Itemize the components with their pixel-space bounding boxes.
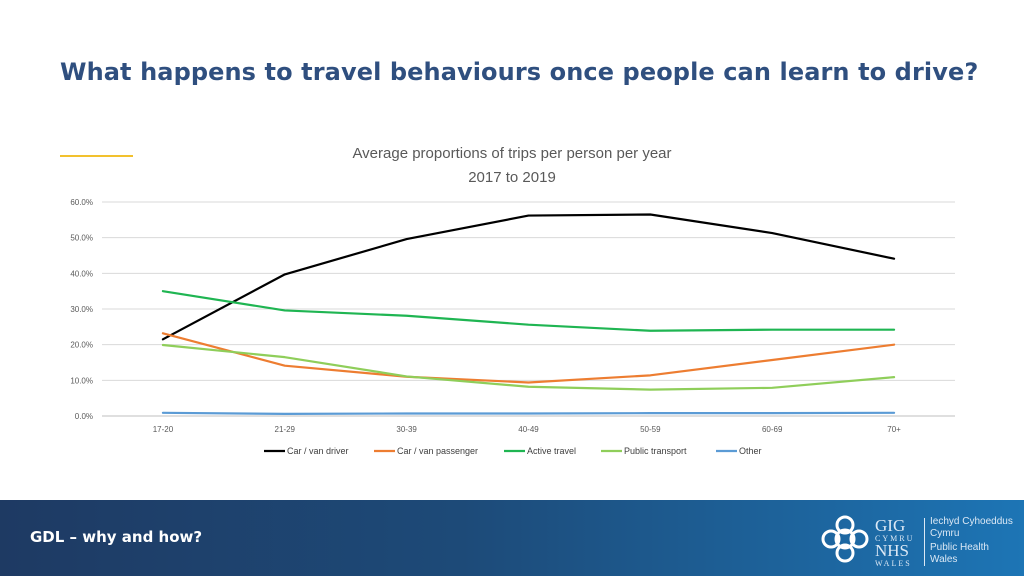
x-tick-label: 50-59 — [640, 425, 661, 434]
nhs-wales-logo: GIG CYMRU NHS WALES Iechyd Cyhoeddus Cym… — [820, 512, 1020, 568]
legend-label-car-van-driver: Car / van driver — [287, 446, 349, 456]
accent-line — [60, 155, 133, 157]
y-tick-label: 30.0% — [70, 305, 93, 314]
logo-gig: GIG — [875, 516, 906, 535]
series-line-other — [161, 411, 896, 415]
footer-text: GDL – why and how? — [30, 528, 203, 546]
x-tick-label: 30-39 — [396, 425, 417, 434]
y-tick-label: 50.0% — [70, 234, 93, 243]
chart-subtitle: 2017 to 2019 — [468, 169, 556, 186]
y-tick-label: 10.0% — [70, 376, 93, 385]
series-line-public-transport — [161, 343, 896, 391]
x-tick-label: 17-20 — [153, 425, 174, 434]
logo-english-name-2: Wales — [930, 554, 958, 565]
logo-wales: WALES — [875, 559, 912, 568]
footer-bar: GDL – why and how? GIG CYMRU NHS WALES I… — [0, 500, 1024, 576]
legend-label-active-travel: Active travel — [527, 446, 576, 456]
y-tick-label: 20.0% — [70, 341, 93, 350]
logo-cymru: CYMRU — [875, 534, 915, 543]
chart-title: Average proportions of trips per person … — [352, 145, 672, 162]
logo-divider — [924, 518, 925, 566]
legend-label-car-van-passenger: Car / van passenger — [397, 446, 478, 456]
x-tick-label: 40-49 — [518, 425, 539, 434]
logo-nhs: NHS — [875, 541, 910, 560]
x-tick-label: 21-29 — [275, 425, 296, 434]
x-tick-label: 70+ — [887, 425, 901, 434]
logo-english-name-1: Public Health — [930, 542, 989, 553]
slide-title: What happens to travel behaviours once p… — [60, 58, 979, 86]
legend-label-other: Other — [739, 446, 762, 456]
y-tick-label: 60.0% — [70, 198, 93, 207]
y-tick-label: 0.0% — [75, 412, 93, 421]
series-line-car-van-passenger — [161, 332, 896, 384]
line-chart: 0.0% 10.0% 20.0% 30.0% 40.0% 50.0% 60.0% 17-20 2… — [70, 198, 955, 456]
series-line-car-van-driver — [161, 213, 896, 341]
series-line-active-travel — [161, 290, 896, 332]
logo-welsh-name-1: Iechyd Cyhoeddus — [930, 516, 1013, 527]
celtic-knot-icon — [821, 515, 869, 563]
logo-welsh-name-2: Cymru — [930, 528, 960, 539]
x-tick-label: 60-69 — [762, 425, 783, 434]
legend-label-public-transport: Public transport — [624, 446, 687, 456]
y-tick-label: 40.0% — [70, 269, 93, 278]
